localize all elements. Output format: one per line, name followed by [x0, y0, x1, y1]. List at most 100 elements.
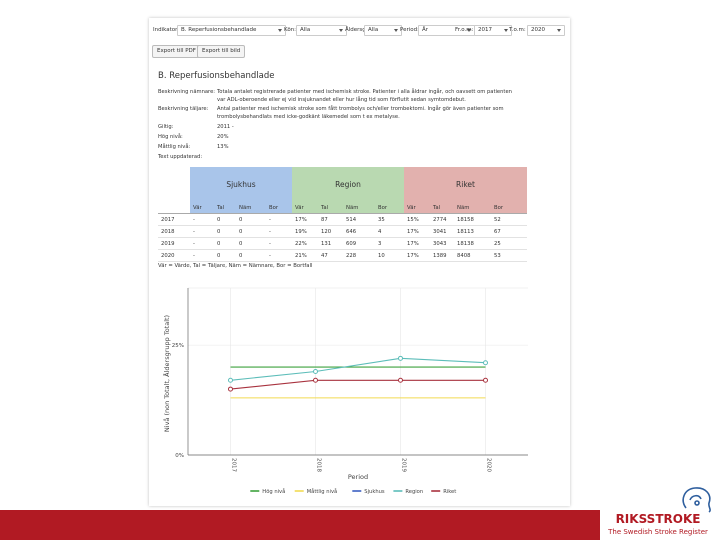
filter-select[interactable]: Alla: [296, 25, 347, 36]
table-cell: 25: [491, 237, 527, 250]
filter-select[interactable]: 2020: [527, 25, 565, 36]
column-header: Näm: [236, 202, 266, 214]
table-cell: 18138: [454, 237, 491, 250]
corner-cell: [158, 202, 190, 214]
column-header: Vär: [404, 202, 430, 214]
column-header: Vär: [190, 202, 214, 214]
row-year: 2017: [158, 213, 190, 226]
table-cell: 67: [491, 225, 527, 238]
data-row: 2019-0 0-22% 131 609 3 17% 3043 18138 25: [158, 237, 527, 250]
data-row: 2018-0 0-19% 120 646 4 17% 3041 18113 67: [158, 225, 527, 238]
table-cell: 3041: [430, 225, 454, 238]
table-cell: 120: [318, 225, 343, 238]
table-note: Vär = Värde, Tal = Täljare, Näm = Nämnar…: [158, 263, 313, 269]
subheader-row: Vär Tal Näm Bor Vär Tal Näm Bor Vär Tal Näm Bor: [158, 202, 527, 214]
row-year: 2019: [158, 237, 190, 250]
detail-label: Beskrivning nämnare:: [158, 89, 216, 95]
results-table: Sjukhus Region Riket Vär Tal Näm Bor Vär Tal Näm B…: [158, 167, 527, 262]
table-cell: 17%: [404, 237, 430, 250]
table-cell: 19%: [292, 225, 318, 238]
detail-text: 20%: [217, 134, 229, 140]
detail-label: Text uppdaterad:: [158, 154, 203, 160]
table-cell: 0: [214, 237, 236, 250]
table-cell: 0: [236, 213, 266, 226]
table-cell: 3043: [430, 237, 454, 250]
table-cell: 15%: [404, 213, 430, 226]
logo-tagline: The Swedish Stroke Register: [607, 528, 708, 536]
footer-band: [0, 510, 600, 540]
table-cell: 0: [214, 213, 236, 226]
table-cell: 17%: [404, 225, 430, 238]
group-row: Sjukhus Region Riket: [158, 167, 527, 202]
detail-text: 2011 -: [217, 124, 234, 130]
table-cell: 3: [375, 237, 404, 250]
export-button[interactable]: Export till PDF: [152, 45, 201, 58]
detail-text: 13%: [217, 144, 229, 150]
report-card: [149, 18, 570, 506]
data-row: 2020-0 0-21% 47 228 10 17% 1389 8408 53: [158, 249, 527, 262]
table-cell: -: [190, 249, 214, 262]
filter-label: Kön:: [284, 27, 297, 33]
detail-label: Hög nivå:: [158, 134, 183, 140]
group-header: Riket: [404, 167, 527, 202]
table-cell: 646: [343, 225, 375, 238]
detail-text: Antal patienter med ischemisk stroke som…: [217, 106, 504, 120]
detail-text: Totala antalet registrerade patienter me…: [217, 89, 512, 103]
export-button[interactable]: Export till bild: [197, 45, 246, 58]
logo-name: RIKSSTROKE: [616, 512, 701, 526]
table-cell: 0: [214, 225, 236, 238]
filter-label: Period:: [400, 27, 420, 33]
row-year: 2020: [158, 249, 190, 262]
detail-label: Måttlig nivå:: [158, 144, 191, 150]
table-cell: 514: [343, 213, 375, 226]
group-header: Sjukhus: [190, 167, 292, 202]
detail-label: Giltig:: [158, 124, 174, 130]
filter-label: Åldersgrupp:: [345, 27, 381, 33]
table-cell: 2774: [430, 213, 454, 226]
table-cell: -: [190, 225, 214, 238]
table-cell: 10: [375, 249, 404, 262]
column-header: Tal: [318, 202, 343, 214]
column-header: Näm: [454, 202, 491, 214]
table-cell: -: [190, 213, 214, 226]
column-header: Tal: [214, 202, 236, 214]
table-cell: 52: [491, 213, 527, 226]
filter-label: T.o.m:: [509, 27, 526, 33]
filter-select[interactable]: 2017: [474, 25, 512, 36]
filter-select[interactable]: Alla: [364, 25, 402, 36]
table-cell: -: [266, 237, 292, 250]
filter-select[interactable]: B. Reperfusionsbehandlade: [177, 25, 286, 36]
column-header: Näm: [343, 202, 375, 214]
detail-label: Beskrivning täljare:: [158, 106, 209, 112]
table-cell: 87: [318, 213, 343, 226]
column-header: Tal: [430, 202, 454, 214]
table-cell: 0: [236, 249, 266, 262]
table-cell: 0: [236, 225, 266, 238]
table-cell: 21%: [292, 249, 318, 262]
table-cell: -: [266, 249, 292, 262]
column-header: Vär: [292, 202, 318, 214]
group-header: Region: [292, 167, 404, 202]
column-header: Bor: [266, 202, 292, 214]
table-cell: 1389: [430, 249, 454, 262]
row-year: 2018: [158, 225, 190, 238]
table-cell: 17%: [404, 249, 430, 262]
table-cell: 18158: [454, 213, 491, 226]
table-cell: -: [266, 213, 292, 226]
column-header: Bor: [491, 202, 527, 214]
table-cell: 35: [375, 213, 404, 226]
filter-label: Fr.o.m:: [455, 27, 474, 33]
table-cell: 4: [375, 225, 404, 238]
table-cell: 228: [343, 249, 375, 262]
table-cell: 0: [214, 249, 236, 262]
corner-cell: [158, 167, 190, 202]
filter-label: Indikator:: [153, 27, 180, 33]
table-cell: 609: [343, 237, 375, 250]
table-cell: 18113: [454, 225, 491, 238]
table-cell: 131: [318, 237, 343, 250]
table-cell: -: [190, 237, 214, 250]
table-cell: -: [266, 225, 292, 238]
table-cell: 53: [491, 249, 527, 262]
table-cell: 0: [236, 237, 266, 250]
